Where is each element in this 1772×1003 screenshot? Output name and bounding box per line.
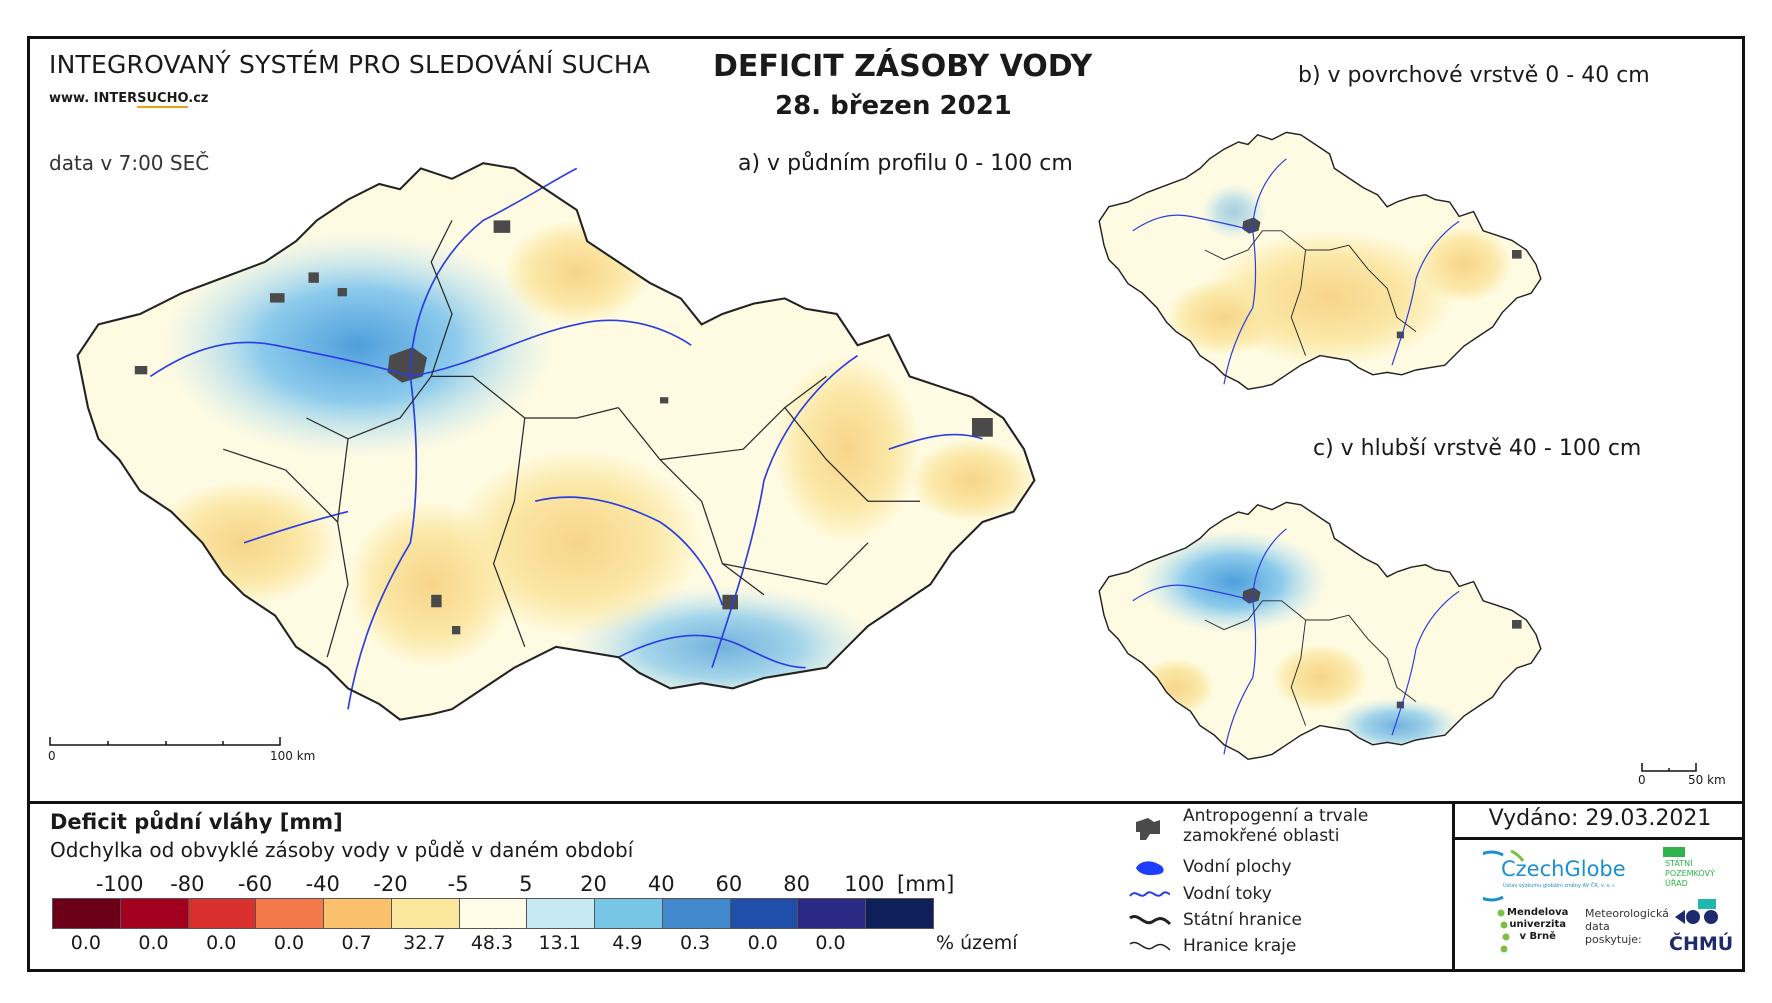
state-border-icon [1129,915,1172,926]
legend-percent-label: 0.0 [273,932,305,954]
legend-band [30,801,1742,972]
legend-scale-label: 80 [783,872,810,896]
legend-percent-label: 0.0 [70,932,101,954]
data-time: data v 7:00 SEČ [49,151,210,175]
legend-scale-label: -80 [170,872,205,896]
scale-small-zero: 0 [1638,773,1646,787]
legend-percent-unit: % území [936,932,1018,954]
legend-scale-label: -40 [305,872,340,896]
main-title: DEFICIT ZÁSOBY VODY [713,49,1093,84]
legend-percent-label: 0.0 [815,932,846,954]
legend-color-class [527,899,596,928]
spu-logo [1663,847,1685,857]
legend-percent-label: 0.3 [679,932,711,954]
scale-main-end: 100 km [270,749,316,763]
legend-percent-label: 0.7 [341,932,372,954]
system-title: INTEGROVANÝ SYSTÉM PRO SLEDOVÁNÍ SUCHA [49,50,651,79]
mendel-logo [1497,909,1510,953]
region-border-label: Hranice kraje [1183,936,1297,956]
region-border-icon [1129,941,1171,951]
date-label: 28. březen 2021 [775,91,1012,121]
map-b-label: b) v povrchové vrstvě 0 - 40 cm [1298,63,1650,88]
czechglobe-name: CzechGlobe [1501,857,1626,881]
legend-color-class [662,899,731,928]
legend-scale-label: 20 [580,872,607,896]
urban-area-label: Antropogenní a trvale zamokřené oblasti [1183,806,1369,846]
scale-bar-small [1641,763,1697,772]
river-label: Vodní toky [1183,884,1272,904]
legend-color-class [459,899,528,928]
website-link[interactable]: www. INTERSUCHO.cz [49,91,209,108]
map-c-label: c) v hlubší vrstvě 40 - 100 cm [1313,436,1642,461]
map-a [76,162,1036,721]
map-c [1098,501,1542,760]
legend-unit: [mm] [897,872,955,896]
mendel-name: Mendelova univerzita v Brně [1507,907,1569,942]
legend-scale-label: -60 [237,872,273,896]
legend-subtitle: Odchylka od obvyklé zásoby vody v půdě v… [50,838,634,862]
water-body-icon [1136,861,1164,876]
legend-color-class [391,899,460,928]
legend-scale-label: -100 [95,872,144,896]
legend-color-class [595,899,663,928]
legend-color-class [866,899,933,928]
legend-scale-label: -5 [447,872,469,896]
legend-percent-label: 0.0 [138,932,169,954]
legend-scale-label: 100 [844,872,885,896]
legend-color-class [256,899,325,928]
map-b [1098,131,1542,390]
river-icon [1129,891,1171,897]
legend-scale-label: 40 [647,872,675,896]
legend-title: Deficit půdní vláhy [mm] [50,810,343,834]
scale-small-end: 50 km [1688,773,1726,787]
chmu-logo [1675,910,1718,924]
spu-square [1698,899,1716,909]
meteo-text: Meteorologická data poskytuje: [1585,907,1669,946]
main-frame: INTEGROVANÝ SYSTÉM PRO SLEDOVÁNÍ SUCHA w… [27,36,1745,972]
czechglobe-sub: Ústav výzkumu globální změny AV ČR, v. v… [1503,883,1616,889]
legend-percent-label: 0.0 [747,932,778,954]
map-area: INTEGROVANÝ SYSTÉM PRO SLEDOVÁNÍ SUCHA w… [30,39,1742,801]
map-a-label: a) v půdním profilu 0 - 100 cm [738,151,1073,176]
legend-color-bar [52,898,934,929]
legend-percent-label: 0.0 [206,932,237,954]
issued-date: Vydáno: 29.03.2021 [1455,801,1745,840]
legend-color-class [53,899,121,928]
legend-percent-label: 48.3 [470,932,514,954]
legend-percent-label: 4.9 [612,932,643,954]
state-border-label: Státní hranice [1183,910,1302,930]
water-body-label: Vodní plochy [1183,857,1292,877]
legend-scale-label: 5 [519,872,533,896]
legend-color-class [324,899,392,928]
czechglobe-logo [1483,849,1525,902]
chmu-name: ČHMÚ [1669,933,1734,955]
legend-percent-label: 32.7 [403,932,446,954]
info-box: Vydáno: 29.03.2021 CzechGlobe Ústav výzk… [1452,801,1745,969]
scale-main-zero: 0 [48,749,56,763]
legend-percent-label: 13.1 [538,932,581,954]
legend-scale-label: -20 [373,872,408,896]
legend-scale-label: 60 [715,872,743,896]
spu-name: STÁTNÍ POZEMKOVÝ ÚŘAD [1665,859,1715,888]
urban-area-icon [1136,818,1160,840]
scale-bar-main [49,737,281,746]
legend-color-class [188,899,257,928]
legend-color-class [730,899,799,928]
legend-color-class [798,899,867,928]
legend-color-class [120,899,189,928]
